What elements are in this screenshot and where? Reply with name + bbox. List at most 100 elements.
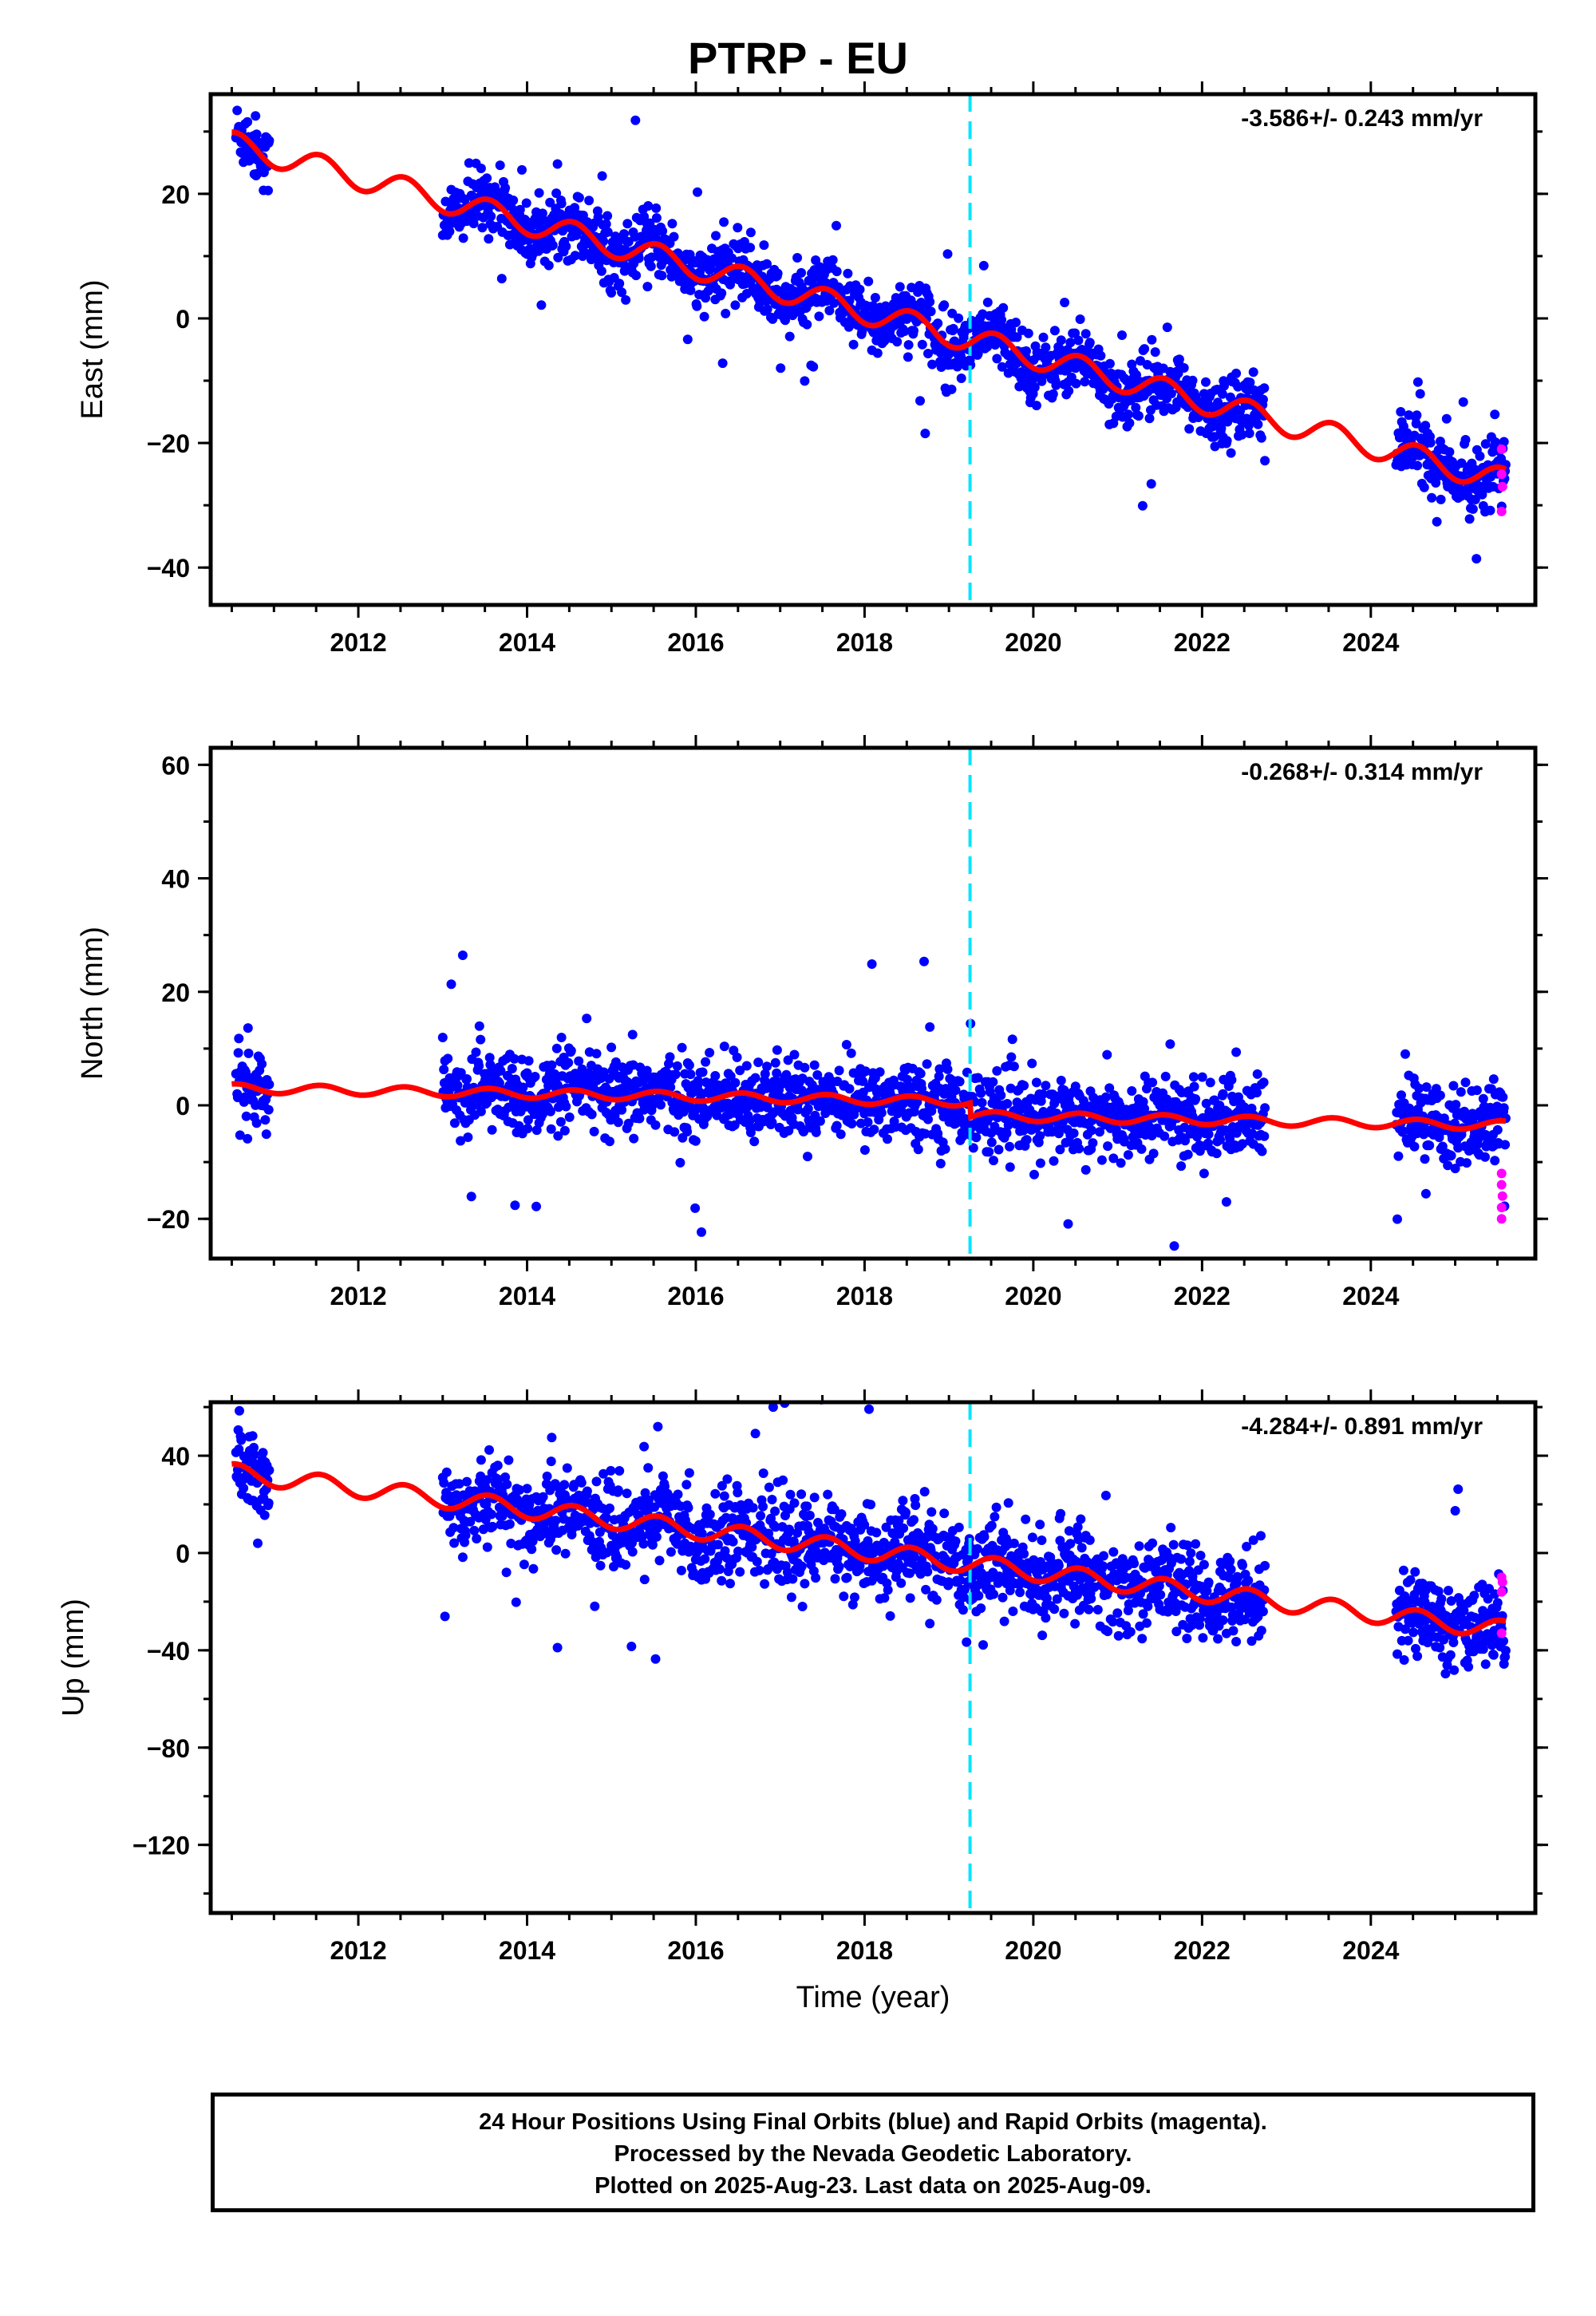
final-orbit-point — [858, 1076, 868, 1086]
final-orbit-point — [870, 293, 880, 302]
final-orbit-point — [747, 1542, 757, 1552]
final-orbit-point — [582, 1014, 592, 1024]
y-tick-label: 20 — [161, 180, 190, 209]
final-orbit-point — [1143, 1601, 1153, 1611]
final-orbit-point — [847, 1599, 858, 1610]
final-orbit-point — [249, 1442, 259, 1452]
final-orbit-point — [808, 362, 819, 372]
final-orbit-point — [487, 1124, 497, 1135]
final-orbit-point — [1215, 1135, 1225, 1145]
final-orbit-point — [670, 1127, 680, 1137]
chart-title: PTRP - EU — [688, 33, 908, 83]
final-orbit-point — [1259, 383, 1270, 393]
final-orbit-point — [439, 1478, 449, 1488]
final-orbit-point — [909, 1515, 918, 1525]
final-orbit-point — [1001, 1128, 1012, 1138]
final-orbit-point — [249, 1449, 259, 1460]
final-orbit-point — [1425, 437, 1436, 448]
final-orbit-point — [264, 1079, 275, 1089]
final-orbit-point — [1037, 376, 1047, 386]
final-orbit-point — [1003, 1498, 1013, 1508]
final-orbit-point — [859, 1520, 870, 1530]
final-orbit-point — [651, 1531, 662, 1542]
final-orbit-point — [1218, 1089, 1228, 1099]
final-orbit-point — [922, 1567, 933, 1577]
final-orbit-point — [719, 1491, 729, 1501]
final-orbit-point — [1116, 1158, 1126, 1168]
final-orbit-point — [745, 1128, 756, 1137]
final-orbit-point — [1038, 332, 1049, 342]
final-orbit-point — [1258, 1077, 1269, 1088]
final-orbit-point — [1041, 342, 1051, 353]
final-orbit-point — [767, 1117, 777, 1128]
final-orbit-point — [992, 1065, 1002, 1076]
final-orbit-point — [883, 1585, 893, 1595]
y-tick-label: 0 — [176, 1092, 190, 1120]
plot-area-north — [231, 748, 1511, 1259]
final-orbit-point — [1098, 1561, 1108, 1571]
final-orbit-point — [830, 1574, 840, 1584]
final-orbit-point — [590, 1601, 600, 1611]
final-orbit-point — [466, 1192, 476, 1202]
final-orbit-point — [474, 1061, 484, 1071]
final-orbit-point — [1253, 419, 1263, 429]
final-orbit-point — [1224, 1572, 1235, 1583]
final-orbit-point — [701, 1057, 711, 1067]
final-orbit-point — [920, 429, 930, 439]
final-orbit-point — [1231, 1047, 1242, 1057]
final-orbit-point — [605, 1136, 614, 1147]
final-orbit-point — [1213, 1634, 1223, 1644]
final-orbit-point — [521, 198, 531, 208]
final-orbit-point — [946, 384, 957, 394]
final-orbit-point — [754, 1565, 764, 1575]
final-orbit-point — [545, 1106, 555, 1117]
final-orbit-point — [1199, 1559, 1209, 1570]
final-orbit-point — [601, 1512, 611, 1523]
final-orbit-point — [666, 1082, 676, 1093]
final-orbit-point — [1005, 1141, 1015, 1152]
final-orbit-point — [1260, 456, 1270, 466]
final-orbit-point — [770, 1522, 780, 1532]
final-orbit-point — [465, 1516, 476, 1527]
final-orbit-point — [1035, 1131, 1045, 1141]
final-orbit-point — [762, 1061, 772, 1072]
final-orbit-point — [841, 1040, 851, 1049]
final-orbit-point — [247, 1431, 258, 1441]
final-orbit-point — [715, 1564, 725, 1575]
final-orbit-point — [1171, 1607, 1181, 1616]
final-orbit-point — [519, 1559, 529, 1570]
final-orbit-point — [800, 1579, 810, 1589]
final-orbit-point — [1059, 1608, 1069, 1618]
final-orbit-point — [745, 243, 756, 253]
final-orbit-point — [650, 1120, 661, 1130]
final-orbit-point — [1203, 1129, 1214, 1140]
final-orbit-point — [651, 213, 662, 223]
final-orbit-point — [1104, 1083, 1115, 1093]
final-orbit-point — [1056, 335, 1066, 346]
final-orbit-point — [631, 271, 642, 281]
final-orbit-point — [1070, 1081, 1080, 1092]
final-orbit-point — [1218, 1615, 1228, 1626]
final-orbit-point — [464, 158, 474, 168]
final-orbit-point — [986, 1520, 997, 1531]
final-orbit-point — [692, 301, 702, 311]
final-orbit-point — [1063, 1219, 1073, 1229]
final-orbit-point — [783, 1055, 793, 1065]
final-orbit-point — [1009, 1538, 1019, 1548]
final-orbit-point — [646, 252, 657, 263]
final-orbit-point — [441, 1467, 452, 1477]
final-orbit-point — [538, 1492, 548, 1502]
final-orbit-point — [1456, 458, 1467, 468]
final-orbit-point — [933, 318, 943, 329]
final-orbit-point — [1488, 1074, 1499, 1085]
final-orbit-point — [1480, 1152, 1490, 1162]
final-orbit-point — [782, 1567, 792, 1577]
final-orbit-point — [931, 1595, 942, 1605]
final-orbit-point — [546, 1124, 556, 1134]
final-orbit-point — [606, 287, 617, 298]
final-orbit-point — [523, 1115, 533, 1125]
final-orbit-point — [523, 1056, 534, 1066]
final-orbit-point — [619, 229, 629, 239]
final-orbit-point — [1138, 1609, 1148, 1619]
